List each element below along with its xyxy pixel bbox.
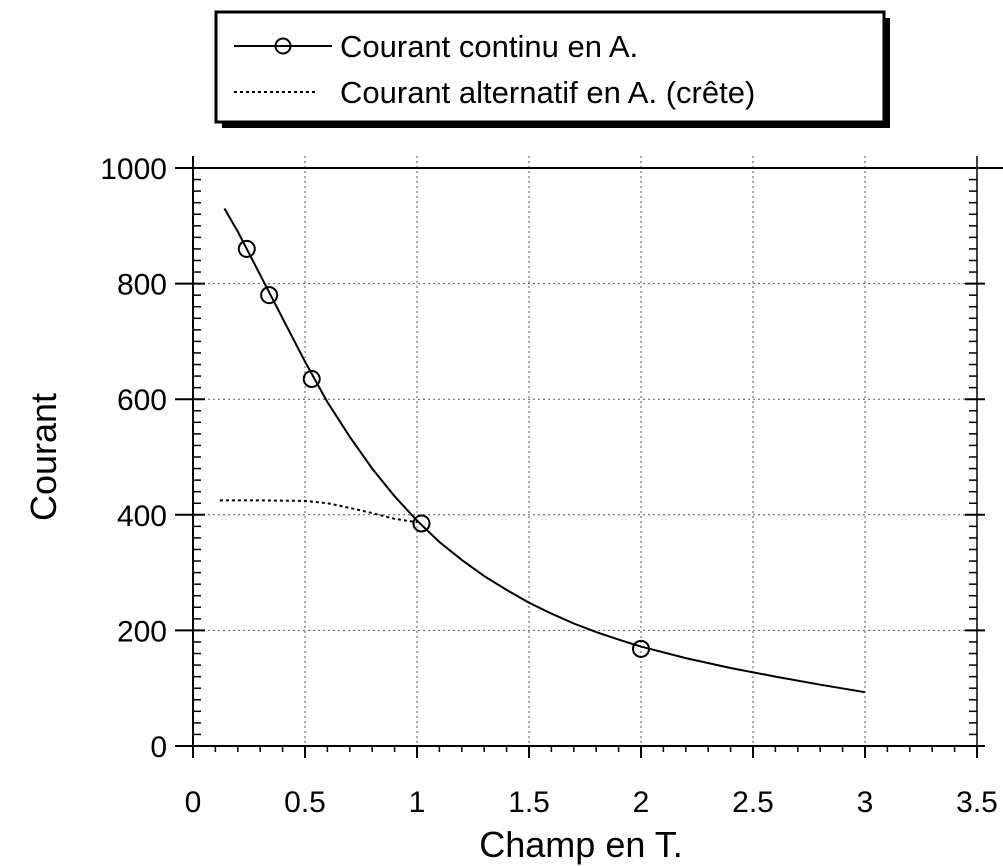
y-tick-label: 1000: [100, 153, 167, 186]
data-point-marker: [302, 369, 321, 388]
x-tick-label: 0.5: [284, 786, 326, 819]
legend: Courant continu en A. Courant alternatif…: [214, 10, 890, 128]
x-tick-label: 2: [633, 786, 650, 819]
legend-marker-continu: [274, 37, 292, 55]
series-line-0: [223, 207, 866, 694]
series: [219, 207, 866, 694]
data-point-marker: [260, 286, 279, 305]
y-tick-label: 200: [117, 615, 167, 648]
x-tick-label: 0: [185, 786, 202, 819]
y-tick-label: 800: [117, 269, 167, 302]
data-point-marker: [632, 639, 650, 658]
y-axis-label: Courant: [23, 393, 64, 521]
y-tick-label: 0: [150, 731, 167, 764]
axes: [175, 156, 1003, 758]
legend-label-alternatif: Courant alternatif en A. (crête): [340, 75, 755, 110]
x-axis-label: Champ en T.: [479, 824, 682, 865]
y-tick-label: 400: [117, 500, 167, 533]
x-tick-label: 1: [409, 786, 426, 819]
series-line-1: [219, 499, 418, 524]
data-point-marker: [237, 239, 256, 258]
x-tick-label: 3.5: [956, 786, 998, 819]
y-tick-label: 600: [117, 384, 167, 417]
legend-box: [214, 10, 886, 124]
x-tick-label: 2.5: [732, 786, 774, 819]
x-tick-label: 3: [857, 786, 874, 819]
x-tick-label: 1.5: [508, 786, 550, 819]
grid: [193, 156, 985, 746]
tick-labels: 0 0.5 1 1.5 2 2.5 3 3.5 0 200 400 600 800 1000: [100, 153, 998, 819]
data-point-marker: [412, 514, 431, 533]
legend-label-continu: Courant continu en A.: [340, 29, 638, 64]
